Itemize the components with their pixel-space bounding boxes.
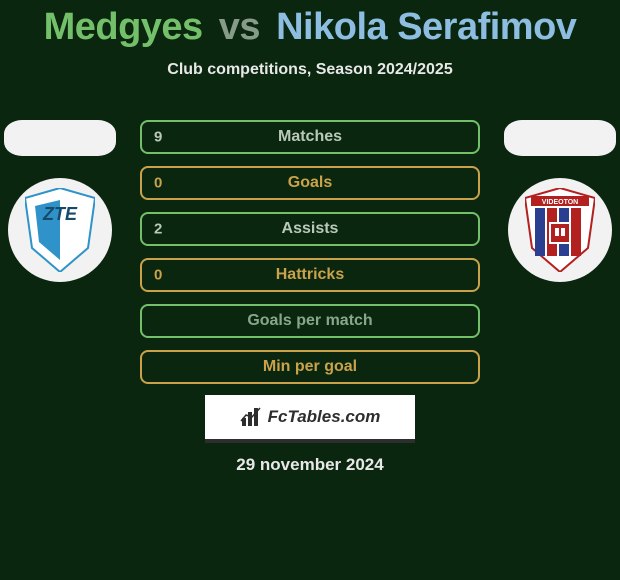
player-right-column: VIDEOTON: [500, 120, 620, 282]
stat-label: Matches: [278, 128, 342, 146]
zte-badge-icon: ZTE: [25, 188, 95, 272]
team-badge-left: ZTE: [8, 178, 112, 282]
title-player2: Nikola Serafimov: [276, 6, 576, 48]
page-title: Medgyes vs Nikola Serafimov: [0, 0, 620, 49]
videoton-badge-icon: VIDEOTON: [525, 188, 595, 272]
stat-label: Goals: [288, 174, 332, 192]
team-badge-right: VIDEOTON: [508, 178, 612, 282]
subtitle: Club competitions, Season 2024/2025: [0, 61, 620, 79]
stat-row: 0 Hattricks: [140, 258, 480, 292]
stat-row: 0 Goals: [140, 166, 480, 200]
brand-text: FcTables.com: [268, 407, 381, 427]
stat-value-left: 0: [154, 267, 162, 284]
bar-chart-icon: [240, 406, 262, 428]
stat-row: Goals per match: [140, 304, 480, 338]
date-label: 29 november 2024: [0, 455, 620, 475]
stat-value-left: 9: [154, 129, 162, 146]
stat-row: 2 Assists: [140, 212, 480, 246]
stat-value-left: 2: [154, 221, 162, 238]
player-right-pill: [504, 120, 616, 156]
stat-label: Goals per match: [247, 312, 372, 330]
stats-list: 9 Matches 0 Goals 2 Assists 0 Hattricks Goals pe…: [140, 120, 480, 396]
brand-box: FcTables.com: [205, 395, 415, 443]
svg-text:VIDEOTON: VIDEOTON: [542, 199, 578, 206]
stat-label: Min per goal: [263, 358, 357, 376]
stat-label: Assists: [282, 220, 339, 238]
title-vs: vs: [219, 6, 260, 48]
stat-value-left: 0: [154, 175, 162, 192]
stat-row: Min per goal: [140, 350, 480, 384]
title-player1: Medgyes: [44, 6, 203, 48]
stat-label: Hattricks: [276, 266, 344, 284]
svg-text:ZTE: ZTE: [42, 204, 78, 224]
stat-row: 9 Matches: [140, 120, 480, 154]
player-left-pill: [4, 120, 116, 156]
player-left-column: ZTE: [0, 120, 120, 282]
